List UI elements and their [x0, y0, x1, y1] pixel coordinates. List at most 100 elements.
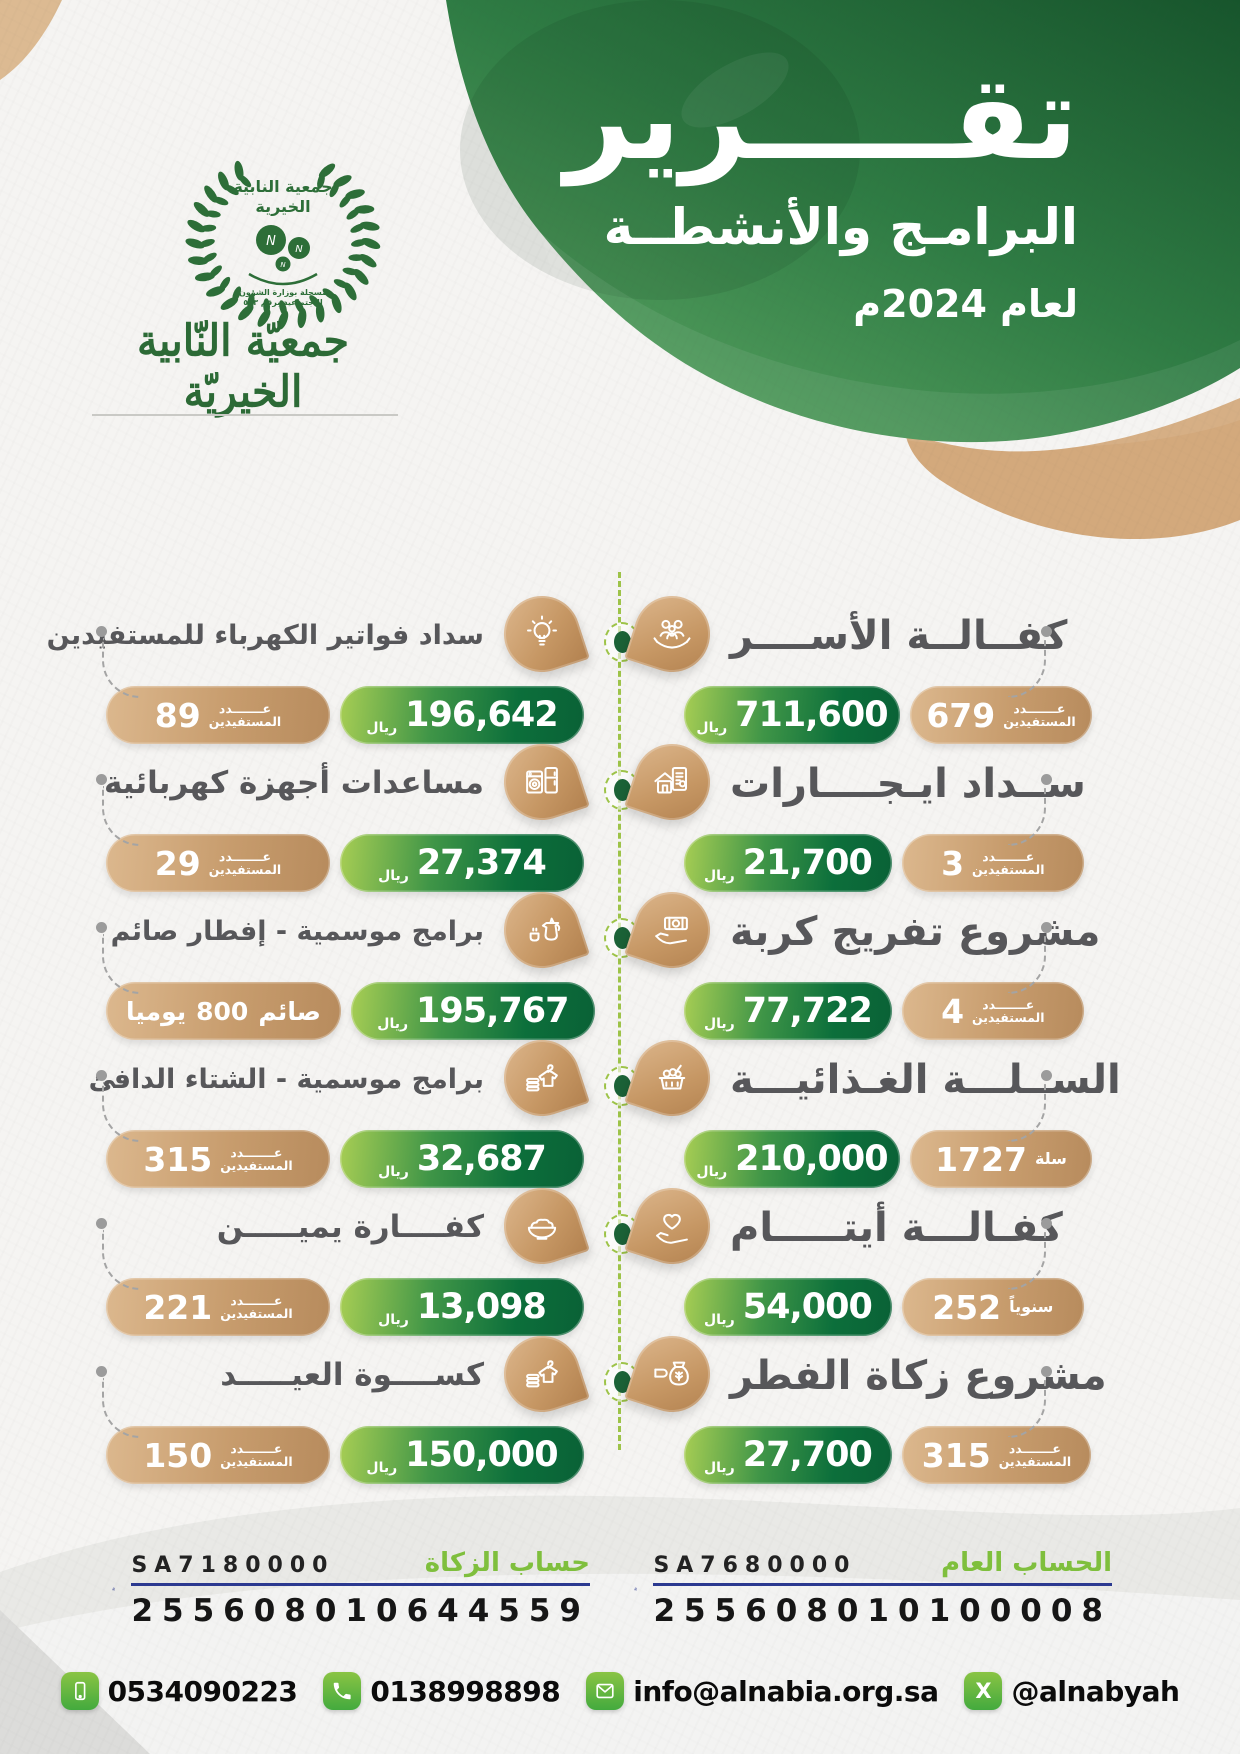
- count-prefix: يوميا: [126, 996, 187, 1026]
- program-item-zakat-alfitr: مشروع زكاة الفطر ريال 27,700 315 عــــــ…: [622, 1326, 1107, 1484]
- currency-label: ريال: [704, 868, 735, 884]
- connector-dot: [1041, 1218, 1052, 1229]
- count-label-bottom: صائم: [258, 996, 321, 1026]
- count-value: 315: [143, 1139, 213, 1179]
- count-pill: يوميا 800 صائم: [106, 982, 341, 1040]
- amount-value: 13,098: [416, 1287, 547, 1327]
- report-subtitle: البرامـج والأنشطــة: [603, 197, 1078, 256]
- amount-pill: ريال 195,767: [350, 982, 595, 1040]
- count-pill: 252 سنوياً: [901, 1278, 1084, 1336]
- program-pin: [494, 586, 590, 682]
- report-title-block: تقـــــرير البرامـج والأنشطــة لعام 2024…: [564, 51, 1080, 326]
- count-value: 252: [932, 1287, 1002, 1327]
- report-title: تقـــــرير: [564, 51, 1080, 186]
- amount-value: 150,000: [405, 1435, 558, 1475]
- amount-value: 27,700: [742, 1435, 873, 1475]
- count-value: 315: [921, 1435, 991, 1475]
- count-value: 150: [143, 1435, 213, 1475]
- currency-label: ريال: [378, 1164, 409, 1180]
- alrajhi-bank-icon: [112, 1586, 116, 1590]
- program-item-appliance-aid: مساعدات أجهزة كهربائية 29 عـــــــدد المس…: [72, 734, 620, 892]
- count-label-bottom: المستفيدين: [1003, 714, 1076, 729]
- iban-prefix: SA7180000: [131, 1553, 335, 1578]
- center-dashed-line: [618, 572, 621, 1450]
- program-item-distress-relief: مشروع تفريج كربة ريال 77,722 4 عـــــــد…: [622, 882, 1100, 1040]
- svg-text:N: N: [280, 261, 286, 269]
- phone-contact: 0138998898: [323, 1672, 561, 1710]
- amount-value: 27,374: [416, 843, 547, 883]
- amount-value: 195,767: [416, 991, 569, 1031]
- report-year: لعام 2024م: [853, 281, 1078, 326]
- connector-dot: [1041, 922, 1052, 933]
- mobile-icon: [60, 1672, 99, 1710]
- email-address: info@alnabia.org.sa: [633, 1674, 939, 1708]
- money-hand-icon: [655, 916, 688, 945]
- connector-dot: [96, 1366, 107, 1377]
- coffee-pot-icon: [529, 917, 561, 942]
- mobile-contact: 0534090223: [60, 1672, 298, 1710]
- amount-pill: ريال 27,700: [684, 1426, 892, 1484]
- count-label-top: عـــــــدد: [982, 996, 1035, 1012]
- footer-band: [0, 1495, 1240, 1754]
- account-divider: [653, 1583, 1112, 1586]
- x-twitter-icon: X: [964, 1672, 1003, 1710]
- count-value: 1727: [935, 1139, 1027, 1179]
- count-value: 29: [154, 843, 201, 883]
- count-label-bottom: المستفيدين: [972, 1010, 1045, 1025]
- email-contact: info@alnabia.org.sa: [586, 1672, 939, 1710]
- connector-dot: [96, 1070, 107, 1081]
- amount-pill: ريال 54,000: [684, 1278, 892, 1336]
- heart-hand-icon: [656, 1213, 688, 1244]
- eid-clothes-icon: [526, 1360, 558, 1388]
- amount-pill: ريال 32,687: [340, 1130, 584, 1188]
- program-pin: [624, 734, 720, 830]
- count-label-bottom: المستفيدين: [208, 714, 282, 729]
- svg-text:N: N: [266, 234, 276, 249]
- connector-dot: [1041, 1070, 1052, 1081]
- logo-org-name-2: الخيرية: [255, 197, 310, 216]
- program-item-oath-expiation: كفــــارة يميـــــن 221 عـــــــدد المستف…: [72, 1178, 620, 1336]
- amount-pill: ريال 77,722: [684, 982, 892, 1040]
- logo-registration-1: مسجلة بوزارة الشؤون: [239, 288, 327, 297]
- program-item-electricity-bills: سداد فواتير الكهرباء للمستفيدين 89 عــــ…: [47, 586, 620, 744]
- svg-text:N: N: [295, 244, 303, 255]
- count-value: 4: [941, 991, 965, 1031]
- connector-dot: [96, 774, 107, 785]
- currency-label: ريال: [378, 1312, 409, 1328]
- rice-bowl-icon: [527, 1218, 557, 1240]
- account-number: 255608010100008: [653, 1593, 1112, 1629]
- count-pill: 1727 سلة: [910, 1130, 1092, 1188]
- count-pill: 315 عـــــــدد المستفيدين: [901, 1426, 1092, 1484]
- tan-crescent-shape: [905, 398, 1240, 540]
- program-pin: [624, 1178, 720, 1274]
- count-label-bottom: المستفيدين: [208, 862, 282, 877]
- amount-pill: ريال 196,642: [340, 686, 584, 744]
- laurel-wreath-icon: [185, 160, 381, 330]
- connector-dot: [1041, 626, 1052, 637]
- x-contact: X @alnabyah: [964, 1672, 1180, 1710]
- count-pill: 89 عـــــــدد المستفيدين: [106, 686, 330, 744]
- count-label-bottom: سلة: [1034, 1149, 1067, 1169]
- organization-logo: جمعية النابية الخيرية N N N مسجلة بوزارة…: [185, 160, 381, 330]
- program-pin: [494, 1178, 590, 1274]
- amount-pill: ريال 150,000: [340, 1426, 584, 1484]
- currency-label: ريال: [696, 1164, 728, 1180]
- account-label: الحساب العام: [941, 1548, 1112, 1578]
- program-item-orphan-sponsorship: كفـالـــة أيتـــــام ريال 54,000 252 سنو…: [622, 1178, 1092, 1336]
- program-pin: [494, 1030, 590, 1126]
- count-label-top: عـــــــدد: [982, 848, 1035, 864]
- amount-value: 77,722: [742, 991, 873, 1031]
- logo-org-name-1: جمعية النابية: [233, 177, 332, 196]
- rent-house-icon: [654, 766, 688, 794]
- program-item-eid-clothing: كســــوة العيـــــد 150 عـــــــدد المستف…: [72, 1326, 620, 1484]
- count-pill: 4 عـــــــدد المستفيدين: [901, 982, 1084, 1040]
- count-label-bottom: المستفيدين: [998, 1454, 1072, 1469]
- lightbulb-icon: [526, 615, 558, 646]
- count-value: 800: [196, 996, 249, 1026]
- program-item-family-sponsorship: كفــالــة الأســــر ريال 711,600 679 عــ…: [622, 586, 1092, 744]
- count-label-bottom: سنوياً: [1009, 1297, 1054, 1317]
- program-item-food-basket: الســلـــة الغـذائيـــة ريال 210,000 172…: [622, 1030, 1121, 1188]
- count-label-top: عـــــــدد: [230, 1144, 283, 1160]
- currency-label: ريال: [378, 868, 409, 884]
